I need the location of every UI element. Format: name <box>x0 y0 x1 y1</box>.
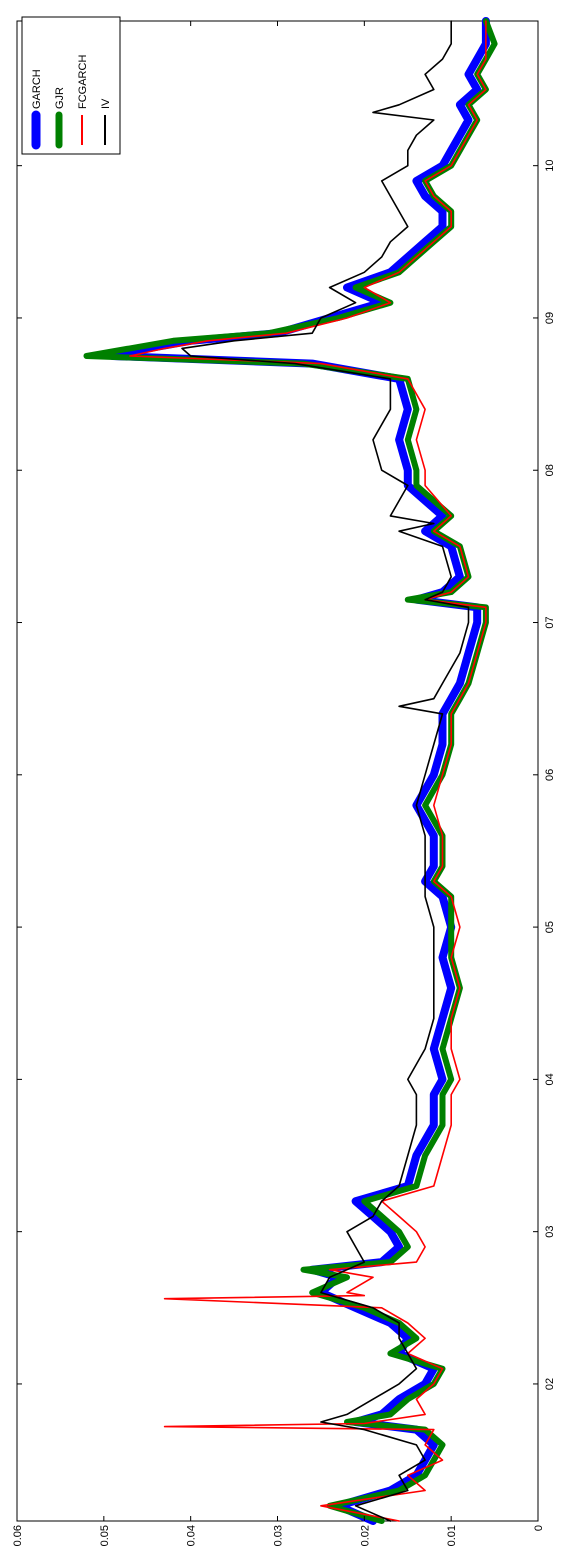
y-tick-label: 0.06 <box>12 1525 24 1546</box>
y-tick-label: 0.04 <box>186 1525 198 1546</box>
y-tick-label: 0 <box>533 1525 545 1531</box>
series-line-fcgarch <box>129 20 487 1522</box>
x-tick-label: 06 <box>544 769 556 781</box>
legend-label-garch: GARCH <box>31 69 43 109</box>
rotated-chart-group: 02 03 04 05 06 07 08 09 10 0 0.01 0.02 0.03 0.04 0.05… <box>12 16 556 1546</box>
x-axis: 02 03 04 05 06 07 08 09 10 <box>17 160 556 1390</box>
x-tick-label: 09 <box>544 312 556 324</box>
x-tick-label: 03 <box>544 1226 556 1238</box>
y-axis: 0 0.01 0.02 0.03 0.04 0.05 0.06 <box>12 21 545 1546</box>
y-tick-label: 0.01 <box>446 1525 458 1546</box>
x-tick-label: 02 <box>544 1378 556 1390</box>
legend-label-iv: IV <box>100 98 112 109</box>
series-line-iv <box>181 20 470 1522</box>
x-tick-label: 04 <box>544 1073 556 1085</box>
plot-frame <box>16 20 539 1522</box>
x-tick-label: 10 <box>544 160 556 172</box>
y-tick-label: 0.05 <box>99 1525 111 1546</box>
series-layer <box>83 17 498 1525</box>
legend-box <box>21 16 121 155</box>
y-tick-label: 0.02 <box>359 1525 371 1546</box>
legend-label-gjr: GJR <box>54 87 66 109</box>
y-tick-label: 0.03 <box>273 1525 285 1546</box>
x-tick-label: 07 <box>544 616 556 628</box>
x-tick-label: 05 <box>544 921 556 933</box>
x-tick-label: 08 <box>544 464 556 476</box>
chart-legend: GARCH GJR FCGARCH IV <box>21 16 121 155</box>
legend-label-fcgarch: FCGARCH <box>77 55 89 109</box>
